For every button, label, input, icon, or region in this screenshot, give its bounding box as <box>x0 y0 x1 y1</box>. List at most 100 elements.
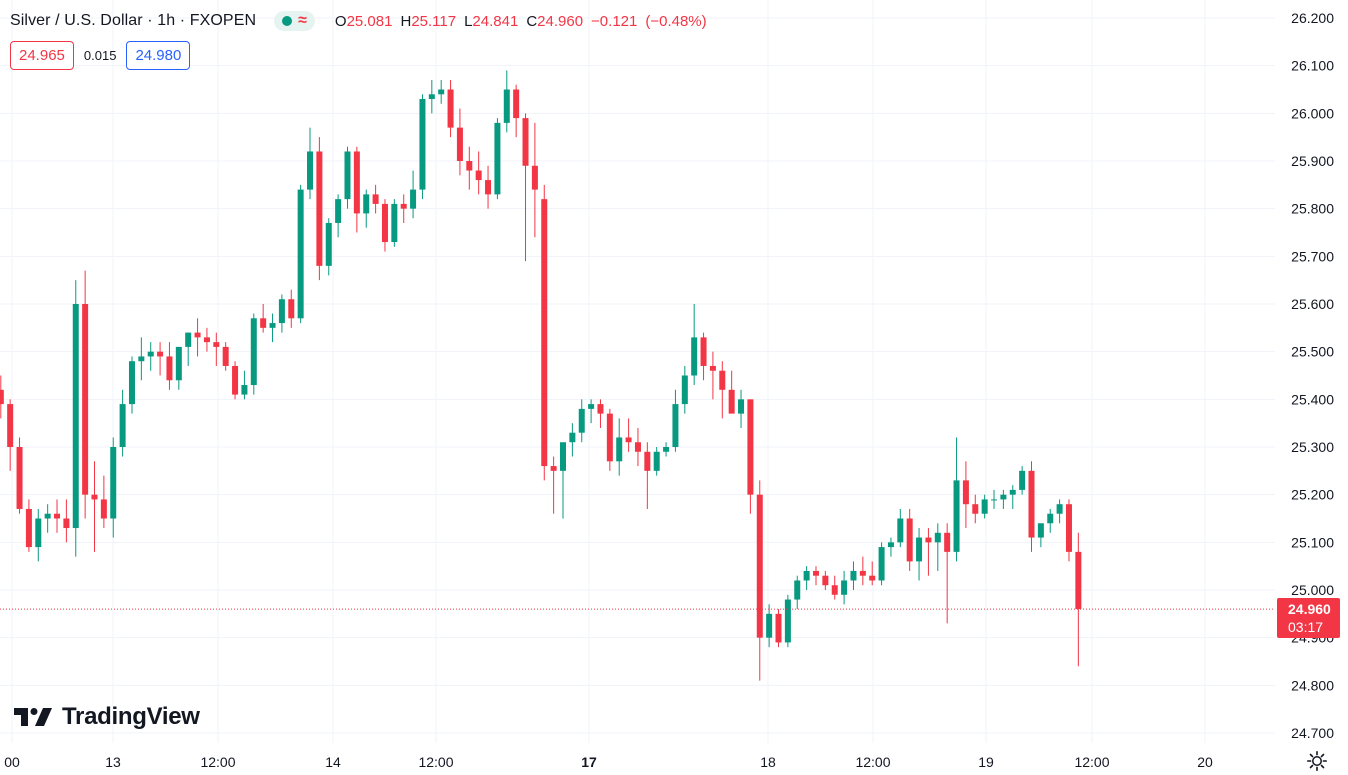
sell-button[interactable]: 24.965 <box>10 41 74 70</box>
candle-body <box>916 537 923 562</box>
candle-body <box>831 585 838 595</box>
candle-body <box>794 580 801 600</box>
candle-body <box>887 542 894 548</box>
candle-up <box>588 399 595 424</box>
candle-body <box>494 122 501 195</box>
candle-body <box>1009 489 1016 495</box>
candle-body <box>72 304 79 529</box>
candle-body <box>709 365 716 371</box>
close-label: C <box>526 12 538 30</box>
open-label: O <box>334 12 347 30</box>
candle-up <box>428 79 435 114</box>
candle-body <box>700 337 707 366</box>
price-axis[interactable]: 24.70024.80024.90025.00025.10025.20025.3… <box>1291 10 1334 741</box>
time-tick-label: 00 <box>4 754 20 770</box>
candle-up <box>147 342 154 371</box>
candle-body <box>775 613 782 643</box>
time-tick-label: 19 <box>978 754 994 770</box>
price-tick-label: 26.200 <box>1291 10 1334 26</box>
candle-down <box>775 609 782 648</box>
candle-down <box>260 304 267 333</box>
open-value: 25.081 <box>346 12 393 30</box>
candle-up <box>560 442 566 519</box>
candle-up <box>663 442 670 457</box>
candle-body <box>550 466 557 471</box>
candle-down <box>232 361 239 400</box>
candle-up <box>110 437 117 538</box>
candle-up <box>250 313 257 395</box>
candle-up <box>766 604 773 648</box>
candle-down <box>456 108 463 176</box>
candle-up <box>897 508 904 548</box>
candle-body <box>850 570 857 581</box>
candle-body <box>691 337 698 376</box>
candle-body <box>44 513 51 519</box>
price-tick-label: 24.700 <box>1291 725 1334 741</box>
candle-body <box>222 346 229 366</box>
candle-down <box>1075 532 1082 667</box>
candle-body <box>316 151 323 266</box>
candle-body <box>363 194 370 214</box>
candle-body <box>522 118 529 166</box>
candle-body <box>841 580 848 595</box>
market-status-pill[interactable]: ≈ <box>274 11 315 31</box>
candle-down <box>859 556 866 586</box>
candle-down <box>513 84 520 138</box>
price-tick-label: 25.500 <box>1291 344 1334 360</box>
candle-body <box>625 437 632 443</box>
candle-body <box>82 304 89 495</box>
candle-body <box>1065 504 1072 552</box>
candle-down <box>222 342 229 371</box>
buy-button[interactable]: 24.980 <box>126 41 191 70</box>
candle-body <box>1019 470 1026 490</box>
candle-up <box>335 194 342 238</box>
candle-up <box>35 508 42 562</box>
price-tick-label: 25.800 <box>1291 201 1334 217</box>
candle-body <box>119 404 126 447</box>
gear-icon[interactable] <box>1306 750 1328 772</box>
high-label: H <box>400 12 412 30</box>
tradingview-logo[interactable]: TradingView <box>14 703 200 731</box>
price-tick-label: 25.600 <box>1291 296 1334 312</box>
candle-body <box>428 94 435 100</box>
candle-body <box>288 299 295 319</box>
spread-value: 0.015 <box>83 48 117 63</box>
candle-body <box>1028 470 1035 538</box>
candle-body <box>962 480 969 505</box>
candle-down <box>747 399 754 514</box>
candle-down <box>372 184 379 214</box>
candle-body <box>925 537 932 543</box>
bar-countdown: 03:17 <box>1288 619 1324 635</box>
price-tick-label: 25.900 <box>1291 153 1334 169</box>
candle-down <box>381 199 388 252</box>
candle-up <box>991 489 998 509</box>
candle-up <box>1037 523 1044 548</box>
chart-grid <box>0 0 1275 743</box>
candle-up <box>175 346 182 390</box>
price-tick-label: 25.200 <box>1291 487 1334 503</box>
candle-body <box>0 389 4 405</box>
price-tick-label: 24.800 <box>1291 677 1334 693</box>
candle-up <box>841 570 848 605</box>
candle-body <box>175 346 182 381</box>
candle-up <box>410 170 417 219</box>
candle-body <box>803 570 810 581</box>
candle-up <box>953 437 960 562</box>
candle-body <box>588 404 595 409</box>
candle-body <box>307 151 314 190</box>
candle-body <box>157 351 164 357</box>
price-tick-label: 25.700 <box>1291 248 1334 264</box>
candle-up <box>850 561 857 590</box>
candle-body <box>63 518 70 529</box>
candle-up <box>269 313 276 343</box>
candle-down <box>644 442 651 509</box>
time-axis[interactable]: 00 13 12:00 14 12:00 17 18 12:00 19 12:00 20 <box>4 754 1213 770</box>
candle-body <box>878 547 885 581</box>
candle-body <box>1000 494 1007 500</box>
symbol-title[interactable]: Silver / U.S. Dollar · 1h · FXOPEN <box>10 12 257 29</box>
candle-down <box>972 494 979 524</box>
candle-body <box>663 447 670 452</box>
candle-down <box>213 332 220 366</box>
candle-body <box>335 199 342 223</box>
